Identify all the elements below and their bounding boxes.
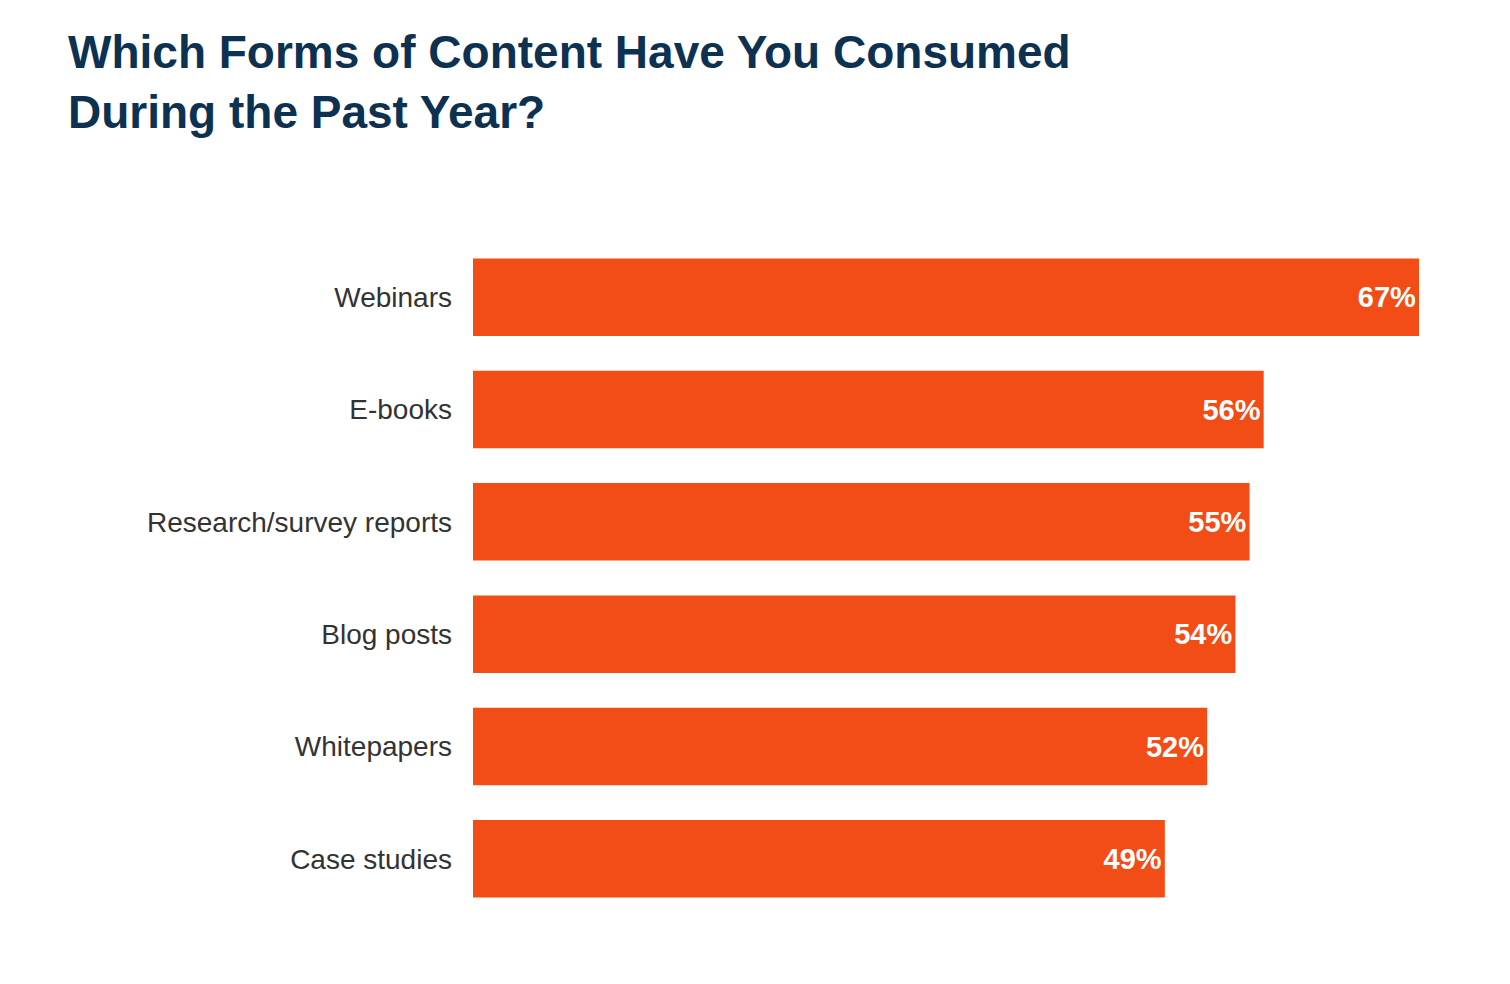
svg-text:54%: 54% xyxy=(1174,618,1232,650)
svg-text:56%: 56% xyxy=(1202,394,1260,426)
svg-text:55%: 55% xyxy=(1188,506,1246,538)
svg-text:49%: 49% xyxy=(1104,843,1162,875)
svg-text:Case studies: Case studies xyxy=(290,844,452,875)
svg-text:52%: 52% xyxy=(1146,731,1204,763)
svg-text:Whitepapers: Whitepapers xyxy=(295,731,452,762)
svg-text:Which Forms of Content Have Yo: Which Forms of Content Have You Consumed… xyxy=(68,26,1071,138)
svg-text:Research/survey reports: Research/survey reports xyxy=(147,507,452,538)
svg-text:Blog posts: Blog posts xyxy=(321,619,452,650)
svg-text:Webinars: Webinars xyxy=(334,282,452,313)
svg-text:67%: 67% xyxy=(1358,281,1416,313)
svg-text:E-books: E-books xyxy=(349,394,452,425)
